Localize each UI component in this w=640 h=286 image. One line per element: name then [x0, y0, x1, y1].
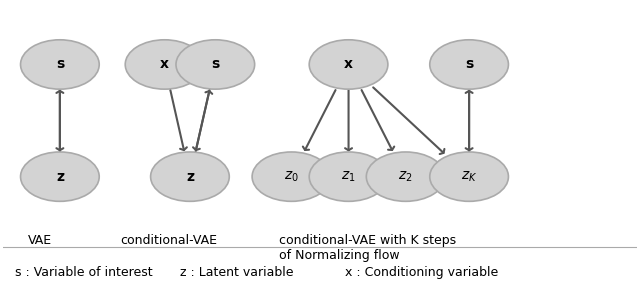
- Text: s: s: [465, 57, 473, 72]
- Text: z: z: [186, 170, 194, 184]
- Text: $z_0$: $z_0$: [284, 169, 299, 184]
- Text: s: s: [56, 57, 64, 72]
- Ellipse shape: [429, 152, 508, 201]
- Ellipse shape: [429, 40, 508, 89]
- Text: s : Variable of interest: s : Variable of interest: [15, 266, 153, 279]
- Ellipse shape: [150, 152, 229, 201]
- Text: z: z: [56, 170, 64, 184]
- Text: conditional-VAE: conditional-VAE: [120, 234, 217, 247]
- Ellipse shape: [366, 152, 445, 201]
- Text: conditional-VAE with K steps
of Normalizing flow: conditional-VAE with K steps of Normaliz…: [279, 234, 456, 262]
- Ellipse shape: [20, 40, 99, 89]
- Ellipse shape: [252, 152, 331, 201]
- Text: s: s: [211, 57, 220, 72]
- Ellipse shape: [125, 40, 204, 89]
- Text: $z_K$: $z_K$: [461, 169, 477, 184]
- Text: $z_1$: $z_1$: [341, 169, 356, 184]
- Text: z : Latent variable: z : Latent variable: [180, 266, 294, 279]
- Text: x: x: [160, 57, 169, 72]
- Ellipse shape: [309, 40, 388, 89]
- Text: VAE: VAE: [28, 234, 52, 247]
- Ellipse shape: [176, 40, 255, 89]
- Text: x: x: [344, 57, 353, 72]
- Text: $z_2$: $z_2$: [398, 169, 413, 184]
- Text: x : Conditioning variable: x : Conditioning variable: [346, 266, 499, 279]
- Ellipse shape: [309, 152, 388, 201]
- Ellipse shape: [20, 152, 99, 201]
